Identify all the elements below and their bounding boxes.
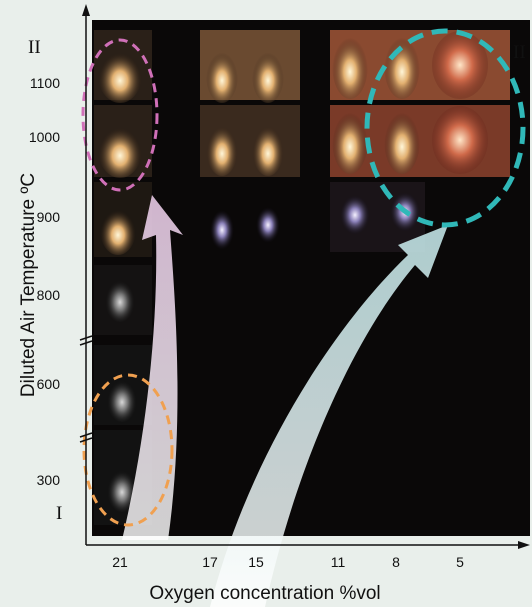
y-tick-label: 300	[37, 472, 61, 488]
y-tick-label: 900	[37, 209, 61, 225]
teal-arrow	[210, 225, 448, 607]
axis-breaks	[79, 335, 93, 443]
y-tick-label: 1000	[29, 129, 60, 145]
pink-arrow	[122, 195, 183, 540]
y-axis-title: Diluted Air Temperature ºC	[18, 173, 39, 397]
x-tick-label: 17	[202, 554, 218, 570]
x-tick-label: 8	[392, 554, 400, 570]
x-tick-label: 11	[331, 554, 346, 570]
teal-highlight	[364, 28, 526, 228]
x-tick-label: 15	[248, 554, 264, 570]
x-axis-title: Oxygen concentration %vol	[149, 583, 380, 604]
region-label: II	[28, 37, 41, 58]
pink-highlight	[81, 38, 159, 192]
y-tick-label: 600	[37, 376, 61, 392]
x-tick-label: 5	[456, 554, 464, 570]
orange-highlight	[82, 373, 174, 527]
x-tick-label: 21	[112, 554, 128, 570]
region-label: II	[513, 42, 526, 63]
photo-cells	[94, 30, 510, 525]
x-axis-arrow	[518, 541, 530, 549]
y-tick-label: 800	[37, 287, 61, 303]
y-axis-arrow	[82, 4, 90, 16]
y-tick-label: 1100	[30, 75, 60, 91]
region-label: I	[56, 503, 62, 524]
